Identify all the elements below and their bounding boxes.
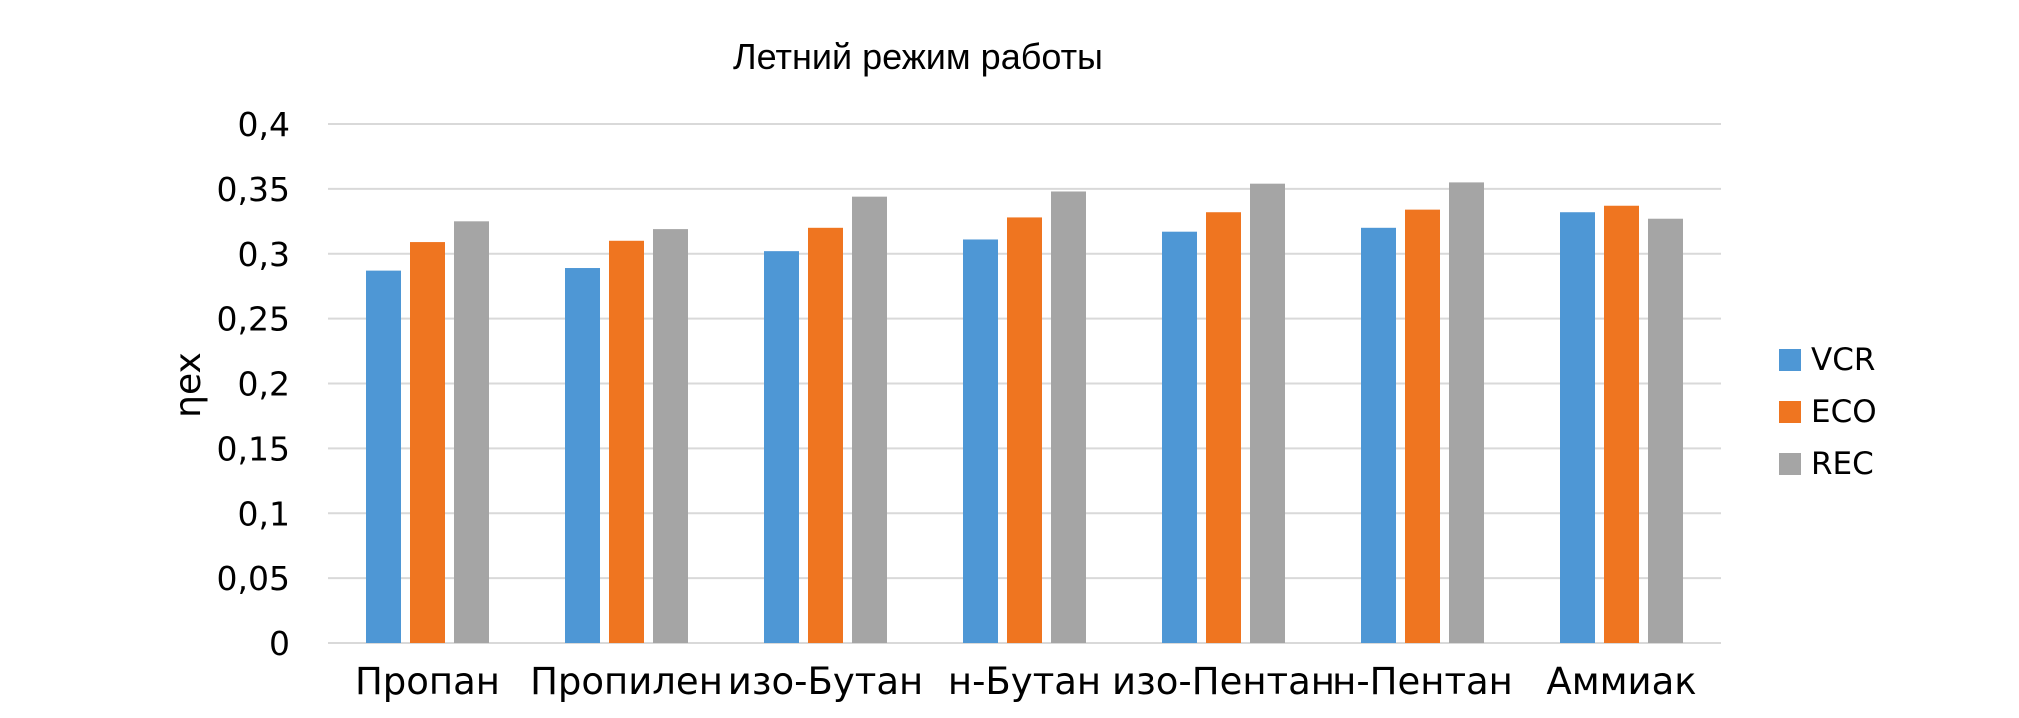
legend-label-rec: REC (1811, 446, 1874, 482)
y-tick-label: 0,2 (238, 365, 290, 404)
bar-vcr (366, 270, 401, 643)
bars (366, 182, 1683, 644)
bar-vcr (1162, 231, 1197, 643)
bar-eco (808, 227, 843, 644)
y-axis-label: ηex (168, 352, 209, 418)
y-tick-label: 0,1 (238, 494, 290, 533)
y-tick-label: 0,15 (217, 429, 290, 468)
bar-rec (454, 221, 489, 643)
y-tick-label: 0,25 (217, 300, 290, 339)
bar-vcr (565, 268, 600, 643)
bar-eco (410, 242, 445, 643)
y-tick-label: 0,05 (217, 559, 290, 598)
bar-rec (1648, 218, 1683, 643)
bar-eco (1604, 205, 1639, 643)
bar-vcr (1560, 212, 1595, 644)
legend-label-vcr: VCR (1811, 342, 1875, 378)
legend-swatch-rec (1779, 453, 1801, 475)
bar-rec (1051, 191, 1086, 643)
bar-rec (852, 196, 887, 643)
y-tick-label: 0,35 (217, 170, 290, 209)
y-tick-label: 0,3 (238, 235, 290, 274)
bar-vcr (764, 251, 799, 643)
x-tick-label: н-Бутан (948, 660, 1101, 703)
bar-eco (609, 240, 644, 643)
x-tick-label: Аммиак (1546, 660, 1696, 703)
bar-vcr (1361, 227, 1396, 644)
legend-label-eco: ECO (1811, 394, 1877, 430)
bar-eco (1007, 217, 1042, 644)
bar-vcr (963, 239, 998, 644)
y-tick-label: 0,4 (238, 105, 290, 144)
bar-rec (1250, 183, 1285, 643)
bar-eco (1206, 212, 1241, 644)
bar-eco (1405, 209, 1440, 643)
legend-swatch-eco (1779, 401, 1801, 423)
x-tick-label: изо-Пентан (1112, 660, 1335, 703)
bar-rec (1449, 182, 1484, 643)
y-tick-label: 0 (269, 624, 290, 663)
legend-swatch-vcr (1779, 349, 1801, 371)
x-tick-label: Пропан (355, 660, 500, 703)
x-tick-label: изо-Бутан (728, 660, 923, 703)
x-axis-ticks: Пропан Пропилен изо-Бутан н-Бутан изо-Пентан… (355, 660, 1697, 703)
y-axis-ticks: 0 0,05 0,1 0,15 0,2 0,25 0,3 0,35 0,4 (217, 105, 290, 663)
chart-title: Летний режим работы (733, 36, 1103, 77)
x-tick-label: Пропилен (530, 660, 723, 703)
x-tick-label: н-Пентан (1332, 660, 1513, 703)
bar-rec (653, 229, 688, 643)
legend: VCR ECO REC (1779, 342, 1877, 482)
